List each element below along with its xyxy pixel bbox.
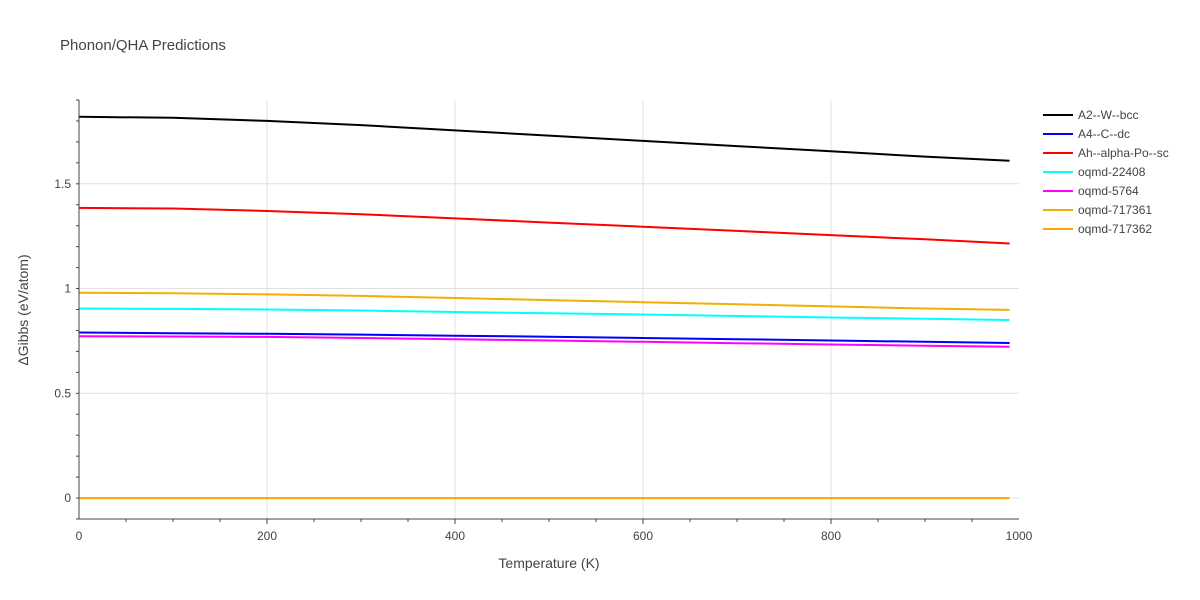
series-line-A4--C--dc — [78, 331, 1010, 344]
x-tick-label: 200 — [257, 529, 277, 543]
y-tick-label: 1 — [64, 282, 71, 296]
series-lines — [78, 115, 1010, 500]
y-axis-title: ΔGibbs (eV/atom) — [15, 254, 31, 365]
y-tick-label: 0 — [64, 491, 71, 505]
legend-label: A4--C--dc — [1078, 127, 1130, 141]
chart-title: Phonon/QHA Predictions — [60, 37, 226, 54]
series-line-oqmd-717361 — [78, 291, 1010, 311]
legend-label: oqmd-717362 — [1078, 222, 1152, 236]
y-tick-label: 1.5 — [54, 177, 71, 191]
legend-label: Ah--alpha-Po--sc — [1078, 146, 1169, 160]
x-tick-label: 800 — [821, 529, 841, 543]
x-tick-label: 0 — [76, 529, 83, 543]
series-line-Ah--alpha-Po--sc — [78, 206, 1010, 245]
x-tick-label: 400 — [445, 529, 465, 543]
legend-label: oqmd-5764 — [1078, 184, 1139, 198]
series-line-A2--W--bcc — [78, 115, 1010, 162]
legend-label: oqmd-717361 — [1078, 203, 1152, 217]
series-line-oqmd-22408 — [78, 307, 1010, 321]
y-tick-label: 0.5 — [54, 386, 71, 400]
legend: A2--W--bcc A4--C--dc Ah--alpha-Po--sc oqmd-… — [1043, 108, 1169, 236]
x-tick-label: 1000 — [1006, 529, 1033, 543]
legend-label: A2--W--bcc — [1078, 108, 1138, 122]
axes: 0 200 400 600 800 1000 0 0.5 1 1.5 — [54, 99, 1033, 543]
series-line-oqmd-5764 — [78, 335, 1010, 348]
legend-label: oqmd-22408 — [1078, 165, 1146, 179]
x-tick-label: 600 — [633, 529, 653, 543]
x-axis-title: Temperature (K) — [498, 555, 599, 571]
